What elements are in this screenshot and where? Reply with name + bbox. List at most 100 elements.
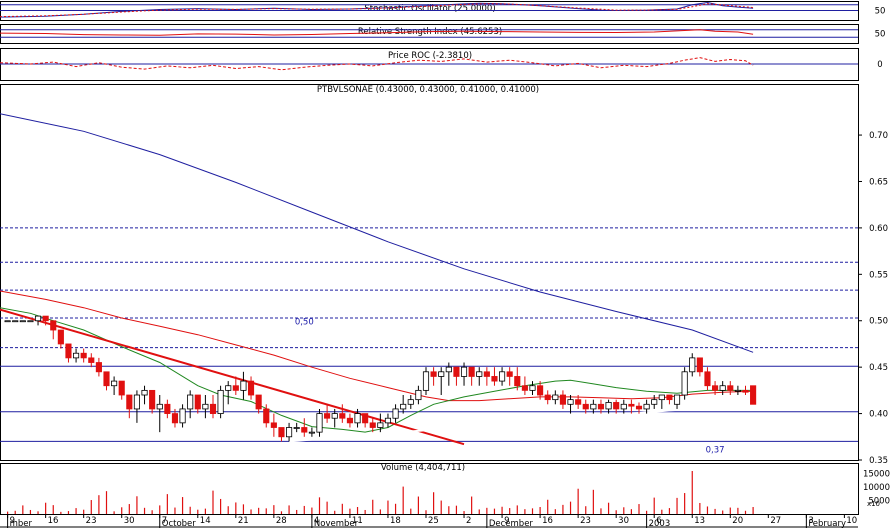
candle-body [590,403,597,410]
candle-body [346,417,353,424]
candle-body [362,413,369,424]
candle-body [597,403,605,410]
volume-tick-1: 10000 [863,483,890,493]
candle-body [483,371,490,377]
candle-body [575,399,582,405]
candle-body [681,371,688,396]
candle-body [187,394,194,410]
x-tick-label: 7 [162,516,167,526]
candle-body [12,320,19,323]
candle-body [164,403,171,414]
candle-body [217,389,224,414]
candle-body [506,371,513,377]
candle-body [95,362,102,373]
candle-body [308,431,315,434]
x-tick-label: 30 [618,516,629,526]
month-label-1: October [162,519,197,528]
x-tick-label: 2 [466,516,471,526]
volume-panel: Volume (4,404,711) x10 [381,463,880,508]
candle-body [194,394,201,410]
price-title: PTBVLSONAE (0.43000, 0.43000, 0.41000, 0… [317,85,539,95]
roc-line [0,57,754,71]
candle-body [263,408,270,424]
candle-body [278,427,285,438]
candle-body [225,385,232,391]
candle-body [331,413,338,419]
candle-body [255,394,262,410]
roc-tick-0: 0 [877,60,882,70]
candle-body [422,371,430,391]
candle-body [453,366,460,377]
candle-body [712,385,719,391]
candle-body [559,394,566,405]
candle-body [673,394,681,405]
x-tick-label: 9 [10,516,15,526]
candle-body [613,402,620,410]
candle-body [286,427,293,438]
price-panel: PTBVLSONAE (0.43000, 0.43000, 0.41000, 0… [317,85,539,95]
stochastic-tick-0: 50 [875,7,886,17]
x-tick-label: 11 [352,516,363,526]
x-tick-label: 23 [86,516,97,526]
month-label-5: February [808,519,846,528]
candle-body [400,403,407,410]
candle-body [460,366,468,377]
ma-short-line [0,307,754,433]
candle-body [582,403,589,410]
price-frame [0,84,859,461]
candle-body [156,403,163,410]
candle-body [111,380,118,387]
rsi-tick-0: 50 [875,30,886,40]
candle-body [514,376,521,387]
candle-body [491,376,498,382]
candle-body [73,352,80,359]
candle-body [240,380,247,391]
volume-unit: x10 [867,500,880,508]
candle-body [468,366,475,377]
volume-tick-0: 15000 [863,470,890,480]
candle-body [445,366,452,373]
x-tick-label: 13 [694,516,705,526]
candle-body [476,371,483,377]
candle-body [42,315,49,322]
candle-body [628,403,635,407]
candle-body [635,405,643,410]
candle-body [658,394,665,401]
candle-body [324,413,331,419]
candle-body [666,394,673,401]
price-tick-2: 0.60 [869,224,888,234]
candle-body [133,394,140,410]
candle-body [126,394,133,410]
candle-body [270,422,277,428]
x-tick-label: 6 [656,516,661,526]
candle-body [521,385,528,391]
candle-body [88,357,95,363]
candle-body [651,399,658,405]
candle-body [232,385,239,391]
x-tick-label: 30 [124,516,135,526]
price-tick-0: 0.70 [869,131,888,141]
candle-body [27,320,34,323]
price-tick-1: 0.65 [869,177,888,187]
candle-body [141,389,148,396]
candle-body [65,343,72,359]
candle-body [727,385,734,391]
candle-body [34,315,42,322]
month-label-3: December [489,519,534,528]
annotation-0: 0,50 [295,317,314,327]
price-tick-3: 0.55 [869,270,888,280]
price-tick-6: 0.40 [869,410,888,420]
x-tick-label: 9 [504,516,509,526]
candle-body [552,394,559,401]
candle-body [377,422,384,428]
candle-body [430,371,437,377]
candle-body [301,427,308,433]
trendline-0 [0,308,465,446]
candle-body [316,413,323,433]
candle-body [643,403,650,410]
stoch-d-line [0,3,754,18]
candle-body [339,413,346,419]
trendline-1 [289,397,815,443]
